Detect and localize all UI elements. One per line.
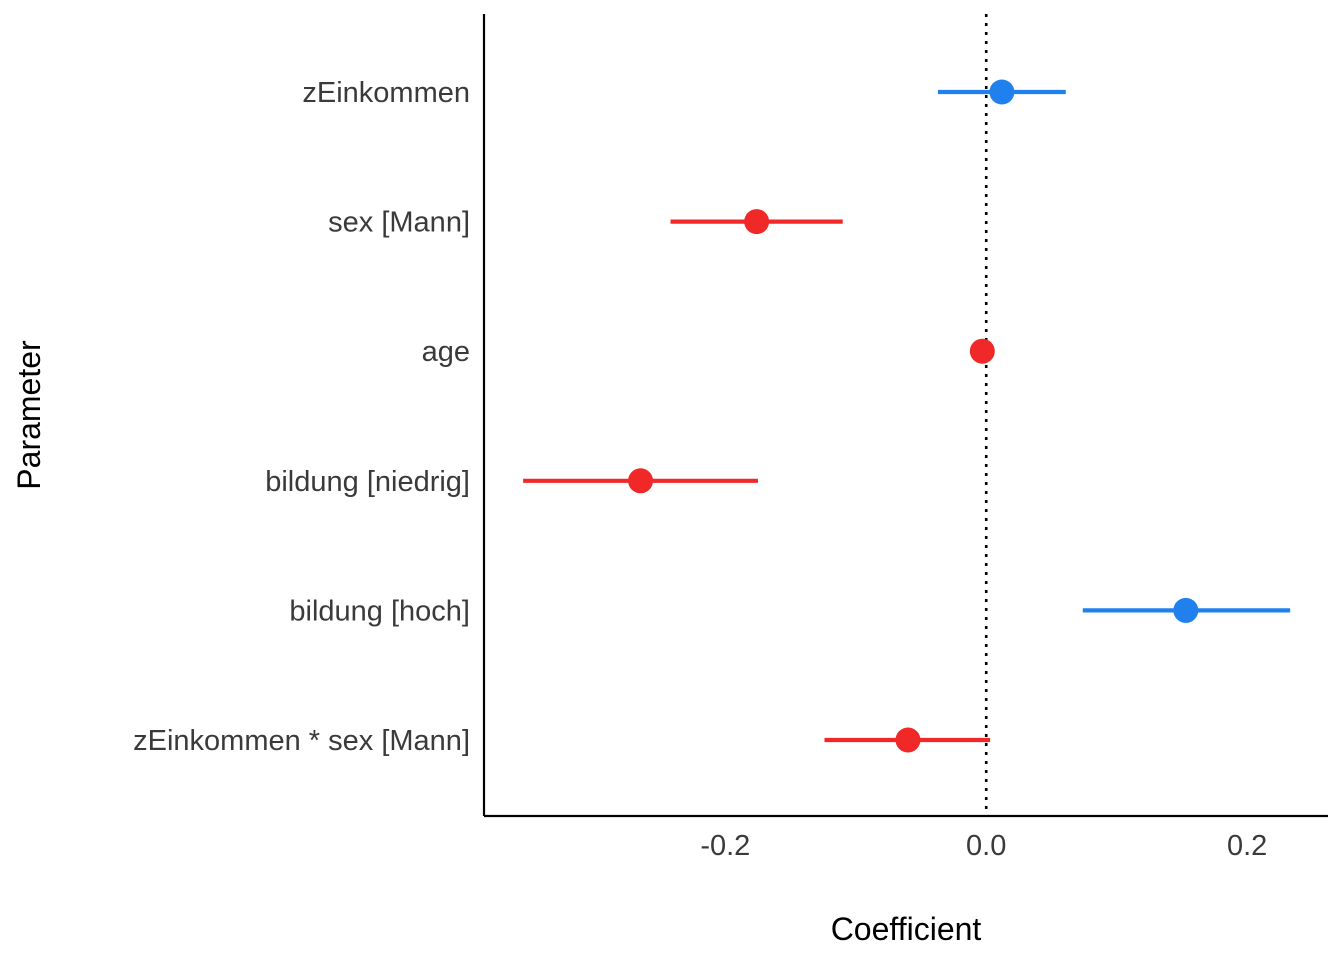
- estimate-point-zeinkommen: [989, 79, 1015, 105]
- estimate-point-sex-mann: [744, 209, 770, 235]
- estimate-point-age: [969, 338, 995, 364]
- y-tick-labels: zEinkommen sex [Mann] age bildung [niedrig]…: [133, 77, 470, 757]
- confidence-intervals: [523, 89, 1291, 743]
- y-axis-title: Parameter: [11, 340, 47, 490]
- x-tick-label: 0.2: [1227, 830, 1267, 862]
- plot-panel: [523, 14, 1291, 816]
- x-tick-labels: -0.2 0.0 0.2: [700, 830, 1267, 862]
- y-tick-label-age: age: [422, 336, 470, 368]
- y-tick-label-zeinkommen-sex-mann: zEinkommen * sex [Mann]: [133, 725, 470, 757]
- estimate-points: [628, 79, 1199, 753]
- y-tick-label-sex-mann: sex [Mann]: [328, 207, 470, 239]
- x-tick-label: -0.2: [700, 830, 750, 862]
- y-tick-label-bildung-niedrig: bildung [niedrig]: [265, 466, 470, 498]
- y-tick-label-bildung-hoch: bildung [hoch]: [289, 595, 470, 627]
- y-tick-label-zeinkommen: zEinkommen: [302, 77, 470, 109]
- x-tick-label: 0.0: [966, 830, 1006, 862]
- estimate-point-bildung-niedrig: [628, 468, 654, 494]
- x-axis-title: Coefficient: [831, 911, 982, 947]
- estimate-point-zeinkommen-sex-mann: [895, 727, 921, 753]
- estimate-point-bildung-hoch: [1173, 597, 1199, 623]
